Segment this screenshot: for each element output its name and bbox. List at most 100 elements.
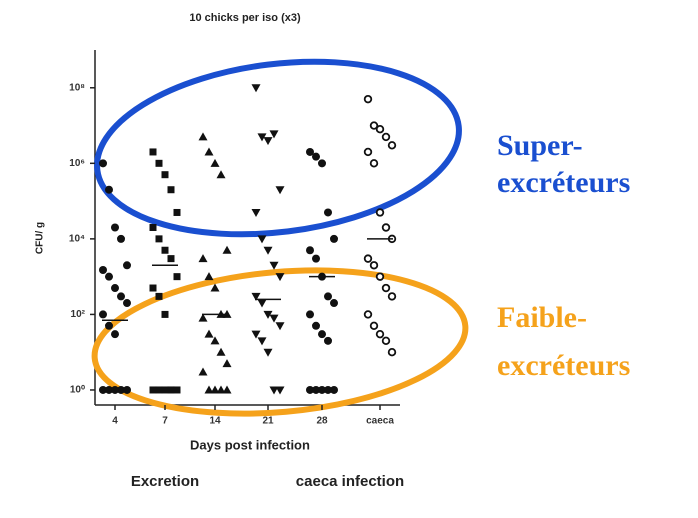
data-point [204,272,214,281]
data-point [204,329,214,338]
data-point [111,284,119,293]
data-point [210,336,220,345]
data-point [161,246,169,254]
data-point [117,385,125,394]
data-point [306,246,314,255]
y-tick-label: 10² [71,309,86,320]
data-point [312,254,320,263]
data-point [123,261,131,270]
data-point [105,272,113,281]
data-point [363,310,373,319]
data-point [257,235,267,244]
x-tick-label: 21 [262,416,274,427]
data-point [198,313,208,322]
data-point [105,185,113,194]
data-point [375,208,385,217]
data-point [375,125,385,134]
footer-label: Excretion [131,473,199,490]
data-point [222,245,232,254]
data-point [216,170,226,179]
data-point [167,255,175,263]
data-point [111,223,119,232]
footer-label: caeca infection [296,473,404,490]
annotation: excréteurs [497,349,630,382]
data-point [251,84,261,93]
data-point [275,273,285,282]
data-point [173,273,181,281]
data-point [324,208,332,217]
data-point [117,292,125,301]
data-point [312,385,320,394]
data-point [210,385,220,394]
data-point [149,386,157,394]
data-point [312,152,320,161]
data-point [275,322,285,331]
data-point [369,121,379,130]
data-point [99,385,107,394]
data-point [269,130,279,139]
data-point [155,159,163,167]
data-point [198,367,208,376]
data-point [222,359,232,368]
annotation: Super- [497,129,583,162]
data-point [387,141,397,150]
data-point [330,234,338,243]
data-point [210,158,220,167]
data-point [105,385,113,394]
data-point [263,246,273,255]
data-point [155,292,163,300]
data-point [263,348,273,357]
data-point [155,235,163,243]
x-tick-label: 4 [112,416,118,427]
data-point [257,133,267,142]
data-point [381,223,391,232]
data-point [318,159,326,168]
annotation: Faible- [497,301,587,334]
data-point [381,132,391,142]
data-point [155,386,163,394]
data-point [306,310,314,319]
data-point [381,283,391,293]
data-point [204,147,214,156]
x-tick-label: 14 [209,416,221,427]
x-tick-label: caeca [366,416,394,427]
data-point [149,284,157,292]
data-point [99,265,107,274]
data-point [375,272,385,281]
data-point [324,336,332,345]
x-tick-label: 28 [316,416,328,427]
data-point [263,310,273,319]
data-point [369,159,379,168]
x-tick-label: 7 [162,416,168,427]
annotation: excréteurs [497,166,630,199]
data-point [251,330,261,339]
data-point [387,347,397,357]
y-tick-label: 10⁰ [70,385,85,396]
data-point [161,386,169,394]
data-point [369,321,379,330]
data-point [375,329,385,339]
data-point [306,147,314,156]
data-point [216,385,226,394]
data-point [173,386,181,394]
data-point [387,292,397,301]
data-point [263,137,273,146]
data-point [161,171,169,179]
data-point [251,208,261,217]
highlight-ellipse [91,267,469,417]
data-point [117,234,125,243]
data-point [275,186,285,195]
data-point [105,321,113,330]
data-point [257,337,267,346]
data-point [312,321,320,330]
data-point [111,385,119,394]
data-point [149,148,157,156]
data-point [210,283,220,292]
highlight-ellipse [94,58,462,238]
data-point [381,336,391,346]
data-point [99,310,107,319]
data-point [222,385,232,394]
data-point [123,299,131,308]
